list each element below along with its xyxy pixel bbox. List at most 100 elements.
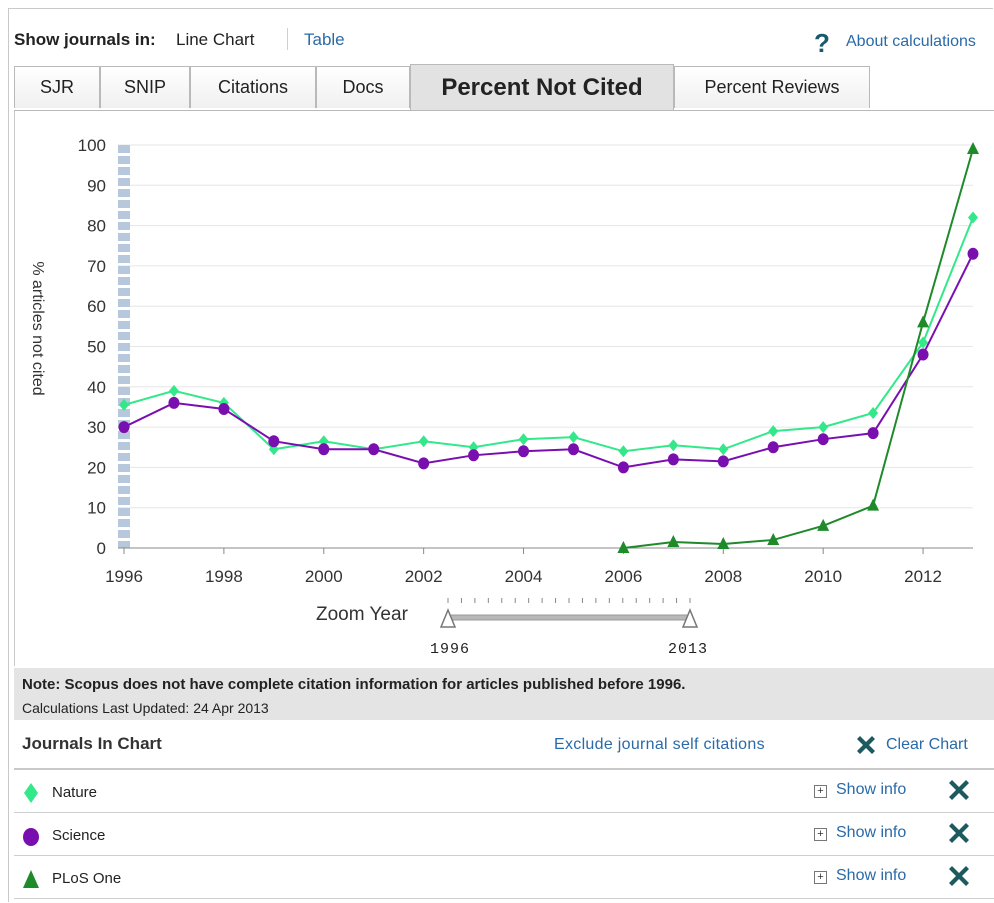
clear-chart-button[interactable]: Clear Chart <box>854 732 968 758</box>
data-point-circle[interactable] <box>717 455 729 468</box>
page-frame <box>8 8 993 902</box>
data-point-circle[interactable] <box>967 247 979 260</box>
data-point-diamond[interactable] <box>718 443 729 456</box>
y-tick-label: 10 <box>87 499 106 518</box>
data-point-triangle[interactable] <box>817 518 830 531</box>
show-journals-label: Show journals in: <box>14 30 156 49</box>
last-updated-text: Calculations Last Updated: 24 Apr 2013 <box>22 700 269 716</box>
data-point-circle[interactable] <box>368 443 380 456</box>
zoom-tick-marks <box>447 598 691 603</box>
divider <box>287 28 288 50</box>
tab-citations[interactable]: Citations <box>190 66 316 108</box>
data-point-diamond[interactable] <box>818 421 829 434</box>
data-point-triangle[interactable] <box>667 534 680 547</box>
about-calculations-link[interactable]: About calculations <box>846 33 976 50</box>
data-point-diamond[interactable] <box>618 445 629 458</box>
series-line-nature <box>123 217 974 453</box>
data-point-circle[interactable] <box>867 427 879 440</box>
data-point-circle[interactable] <box>617 461 629 474</box>
zoom-track[interactable] <box>447 614 691 621</box>
tab-sjr[interactable]: SJR <box>14 66 100 108</box>
data-point-circle[interactable] <box>817 433 829 446</box>
zoom-end-year: 2013 <box>668 641 709 658</box>
data-point-circle[interactable] <box>468 449 480 462</box>
data-point-triangle[interactable] <box>967 142 979 155</box>
data-point-diamond[interactable] <box>518 433 529 446</box>
zoom-slider[interactable] <box>436 594 706 634</box>
remove-journal-icon[interactable] <box>946 863 972 889</box>
journal-row-nature: Nature + Show info <box>14 770 994 813</box>
close-x-icon <box>857 736 875 754</box>
question-mark-icon[interactable]: ? <box>814 28 830 58</box>
data-point-circle[interactable] <box>917 348 929 361</box>
triangle-marker-icon <box>23 870 39 888</box>
journal-row-science: Science + Show info <box>14 813 994 856</box>
x-tick-label: 2008 <box>704 567 742 586</box>
tab-percent-not-cited[interactable]: Percent Not Cited <box>410 64 674 110</box>
tab-snip[interactable]: SNIP <box>100 66 190 108</box>
data-point-diamond[interactable] <box>568 431 579 444</box>
journal-name: PLoS One <box>52 870 122 887</box>
data-point-diamond[interactable] <box>668 439 679 452</box>
zoom-start-year: 1996 <box>430 641 471 658</box>
data-point-diamond[interactable] <box>968 211 978 224</box>
data-point-diamond[interactable] <box>119 398 129 411</box>
y-tick-label: 30 <box>87 418 106 437</box>
expand-plus-icon[interactable]: + <box>814 871 827 884</box>
y-tick-label: 20 <box>87 458 106 477</box>
remove-journal-icon[interactable] <box>946 820 972 846</box>
data-point-circle[interactable] <box>318 443 330 456</box>
data-point-diamond[interactable] <box>168 384 179 397</box>
data-point-circle[interactable] <box>667 453 679 466</box>
data-point-diamond[interactable] <box>418 435 429 448</box>
journals-title: Journals In Chart <box>22 734 162 753</box>
data-point-diamond[interactable] <box>918 336 929 349</box>
metric-tabs: SJR SNIP Citations Docs Percent Not Cite… <box>14 64 994 112</box>
y-tick-label: 50 <box>87 338 106 357</box>
y-tick-label: 80 <box>87 217 106 236</box>
data-point-circle[interactable] <box>118 421 130 434</box>
chart-area: 0 10 20 30 40 50 60 70 80 90 100 1996 1998 2000 2002 20… <box>14 111 994 666</box>
data-point-triangle[interactable] <box>767 532 780 545</box>
zoom-start-handle[interactable] <box>439 608 457 628</box>
y-tick-label: 70 <box>87 257 106 276</box>
zoom-end-handle[interactable] <box>681 608 699 628</box>
exclude-self-citations-link[interactable]: Exclude journal self citations <box>554 736 765 753</box>
series-line-plos-one <box>623 148 974 549</box>
data-point-triangle[interactable] <box>617 541 630 553</box>
tab-percent-reviews[interactable]: Percent Reviews <box>674 66 870 108</box>
x-tick-label: 2006 <box>604 567 642 586</box>
data-point-diamond[interactable] <box>768 425 779 438</box>
journal-row-plos-one: PLoS One + Show info <box>14 856 994 899</box>
y-tick-label: 90 <box>87 176 106 195</box>
data-point-circle[interactable] <box>218 402 230 415</box>
data-point-triangle[interactable] <box>717 536 730 549</box>
data-point-circle[interactable] <box>418 457 430 470</box>
tab-label: SNIP <box>123 77 166 97</box>
tab-label: Citations <box>217 77 289 97</box>
y-tick-label: 60 <box>87 297 106 316</box>
show-info-link[interactable]: Show info <box>836 824 907 841</box>
table-mode-link[interactable]: Table <box>304 30 345 49</box>
remove-journal-icon[interactable] <box>946 777 972 803</box>
data-point-diamond[interactable] <box>868 406 879 419</box>
data-point-triangle[interactable] <box>867 498 880 511</box>
data-point-circle[interactable] <box>567 443 579 456</box>
expand-plus-icon[interactable]: + <box>814 785 827 798</box>
data-point-circle[interactable] <box>268 435 280 448</box>
data-point-circle[interactable] <box>518 445 530 458</box>
x-tick-label: 2010 <box>804 567 842 586</box>
line-chart-mode: Line Chart <box>176 30 255 49</box>
data-point-triangle[interactable] <box>917 315 930 328</box>
journal-name: Nature <box>52 784 98 801</box>
expand-plus-icon[interactable]: + <box>814 828 827 841</box>
note-text: Note: Scopus does not have complete cita… <box>22 676 686 693</box>
zoom-year-label: Zoom Year <box>316 604 408 625</box>
data-point-circle[interactable] <box>767 441 779 454</box>
x-tick-label: 2000 <box>305 567 343 586</box>
data-point-circle[interactable] <box>168 396 180 409</box>
display-mode-bar: Show journals in: Line Chart Table ? Abo… <box>14 28 990 58</box>
show-info-link[interactable]: Show info <box>836 781 907 798</box>
tab-docs[interactable]: Docs <box>316 66 410 108</box>
show-info-link[interactable]: Show info <box>836 867 907 884</box>
